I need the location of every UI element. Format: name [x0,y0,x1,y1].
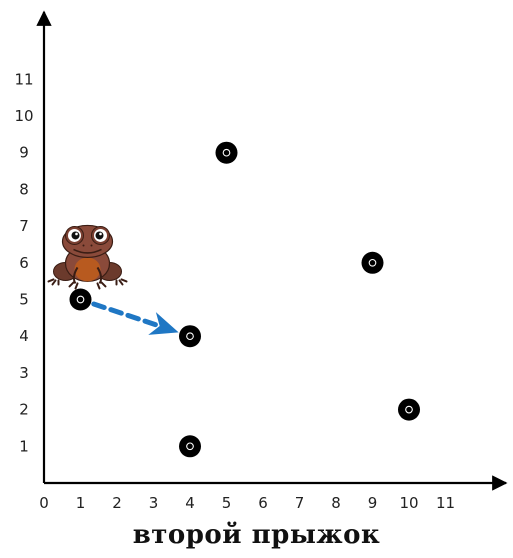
caption: второй прыжок [132,520,381,550]
y-tick-label: 9 [19,144,29,162]
x-tick-label: 11 [436,494,455,512]
x-tick-label: 2 [112,494,122,512]
x-tick-label: 6 [258,494,268,512]
x-tick-label: 4 [185,494,195,512]
frog-icon [47,224,128,290]
y-tick-label: 10 [14,107,33,125]
point-marker [179,435,201,458]
point-marker [179,325,201,348]
x-tick-label: 7 [295,494,305,512]
x-tick-label: 10 [399,494,418,512]
jump-arrow [91,301,159,328]
x-tick-label: 5 [222,494,232,512]
x-tick-label: 3 [149,494,159,512]
y-tick-label: 1 [19,437,29,455]
point-marker [361,251,384,274]
points [69,141,420,458]
point-marker [398,398,420,421]
x-tick-label: 8 [331,494,341,512]
y-tick-label: 6 [19,254,29,272]
point-marker [69,288,92,311]
x-tick-label: 0 [39,494,49,512]
x-tick-label: 1 [76,494,86,512]
y-tick-label: 8 [19,180,29,198]
y-tick-label: 4 [19,327,29,345]
y-tick-label: 5 [19,291,29,309]
x-tick-labels: 0 1 2 3 4 5 6 7 8 9 10 11 [39,494,455,512]
y-tick-label: 3 [19,364,29,382]
point-marker [215,141,238,164]
y-tick-label: 7 [19,217,29,235]
y-tick-label: 11 [14,70,33,88]
y-tick-labels: 1 2 3 4 5 6 7 8 9 10 11 [14,70,33,455]
jump-arrowhead [148,312,179,335]
x-tick-label: 9 [368,494,378,512]
y-tick-label: 2 [19,401,29,419]
